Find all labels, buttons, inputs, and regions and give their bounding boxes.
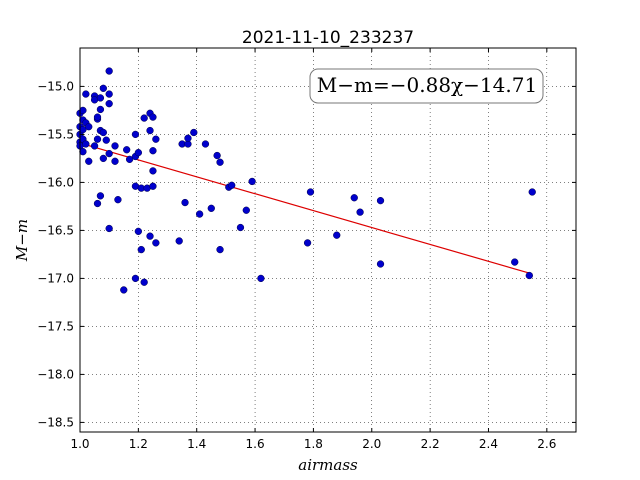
data-point (228, 181, 236, 189)
data-point (82, 90, 90, 98)
fit-annotation-box (309, 68, 544, 104)
y-tick-label: −16.5 (37, 223, 74, 237)
y-tick-label: −16.0 (37, 175, 74, 189)
data-point (181, 198, 189, 207)
data-point (111, 157, 119, 165)
data-point (111, 142, 119, 150)
data-point (184, 134, 192, 142)
data-point (140, 114, 148, 122)
data-point (149, 182, 157, 190)
data-point (105, 90, 113, 98)
data-point (85, 157, 93, 165)
data-point (242, 206, 250, 214)
data-point (93, 199, 102, 208)
data-point (190, 128, 198, 137)
data-point (120, 286, 128, 294)
data-point (207, 204, 215, 212)
data-point (146, 126, 154, 135)
data-point (96, 192, 105, 200)
fit-line-group (79, 142, 533, 275)
data-point (140, 278, 148, 286)
data-point (175, 237, 183, 245)
x-tick-label: 1.2 (129, 437, 148, 451)
y-tick-label: −18.5 (37, 415, 74, 429)
data-point (149, 147, 157, 155)
data-point (213, 151, 221, 160)
data-point (102, 136, 110, 144)
y-tick-label: −15.5 (37, 127, 74, 141)
fit-annotation-text: M−m=−0.88χ−14.71 (317, 73, 537, 97)
data-point (125, 155, 134, 164)
data-point (201, 140, 210, 148)
x-tick-label: 2.6 (537, 437, 556, 451)
chart-title: 2021-11-10_233237 (242, 28, 414, 48)
data-point (216, 158, 224, 166)
x-tick-label: 1.4 (187, 437, 206, 451)
data-point (93, 135, 102, 143)
data-point (134, 227, 143, 236)
data-point (96, 94, 105, 102)
data-point (216, 245, 224, 254)
data-point (152, 135, 160, 143)
data-point (134, 148, 143, 157)
x-tick-label: 1.6 (246, 437, 265, 451)
x-tick-label: 2.0 (362, 437, 381, 451)
data-point (82, 140, 90, 148)
data-point (146, 232, 154, 240)
data-point (105, 67, 113, 75)
data-point (528, 188, 536, 196)
data-point (356, 208, 364, 216)
data-point (90, 142, 99, 150)
data-point (131, 274, 140, 283)
y-tick-label: −17.0 (37, 271, 74, 285)
data-point (79, 148, 87, 156)
data-point (105, 149, 113, 158)
data-point (152, 239, 160, 247)
fit-annotation: M−m=−0.88χ−14.71 (309, 68, 544, 104)
x-axis-ticks: 1.0 1.2 1.4 1.6 1.8 2.0 2.2 2.4 2.6 (70, 48, 556, 451)
fit-line (79, 142, 533, 275)
data-point (105, 224, 113, 233)
y-axis-ticks: −15.0 −15.5 −16.0 −16.5 −17.0 −17.5 −18.0 −18.5 (37, 79, 576, 429)
data-point (99, 154, 107, 163)
data-point (195, 210, 204, 218)
data-point (333, 231, 341, 239)
plot-frame (79, 47, 577, 433)
data-point (79, 106, 87, 115)
data-point (105, 100, 113, 108)
x-tick-label: 2.2 (421, 437, 440, 451)
data-point (131, 130, 140, 139)
data-point (114, 196, 122, 204)
data-point (376, 196, 385, 205)
data-point (137, 245, 145, 254)
data-point (257, 274, 265, 283)
data-point (376, 260, 385, 268)
x-tick-label: 1.0 (70, 437, 89, 451)
data-point (511, 258, 519, 266)
data-point (99, 84, 107, 92)
data-point (303, 239, 312, 247)
data-point (350, 194, 358, 202)
x-tick-label: 1.8 (304, 437, 323, 451)
y-tick-label: −18.0 (37, 367, 74, 381)
y-axis-label: M−m (13, 219, 31, 262)
data-point (99, 128, 107, 137)
data-point (149, 167, 157, 175)
y-tick-label: −15.0 (37, 79, 74, 93)
data-points (76, 67, 536, 294)
data-point (525, 271, 533, 280)
data-point (236, 223, 245, 232)
data-point (85, 123, 93, 131)
y-tick-label: −17.5 (37, 319, 74, 333)
data-point (123, 146, 131, 154)
data-point (149, 113, 157, 121)
x-axis-label: airmass (298, 456, 358, 474)
data-point (248, 177, 256, 186)
data-point (306, 188, 315, 196)
x-tick-label: 2.4 (479, 437, 498, 451)
data-point (93, 113, 102, 121)
data-point (96, 105, 105, 114)
